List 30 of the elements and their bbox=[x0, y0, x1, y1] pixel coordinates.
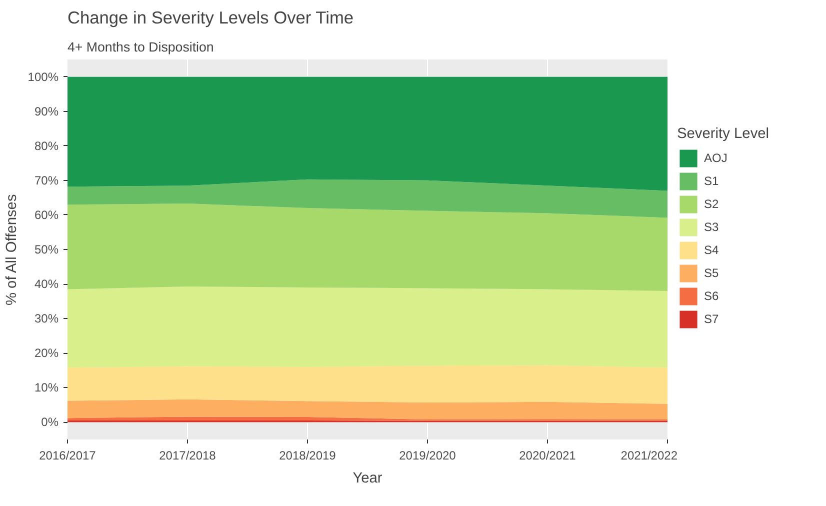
chart-title: Change in Severity Levels Over Time bbox=[68, 8, 354, 28]
y-tick-label: 40% bbox=[34, 277, 59, 292]
y-tick-label: 80% bbox=[34, 138, 59, 153]
x-tick-label: 2017/2018 bbox=[159, 448, 216, 462]
y-tick-label: 90% bbox=[34, 104, 59, 118]
chart-subtitle: 4+ Months to Disposition bbox=[68, 40, 214, 54]
y-tick-label: 0% bbox=[41, 415, 59, 430]
y-tick-label: 60% bbox=[34, 208, 59, 222]
legend-label: S1 bbox=[704, 174, 720, 188]
x-axis-title: Year bbox=[352, 470, 382, 486]
legend-title: Severity Level bbox=[677, 126, 770, 142]
legend-label: S7 bbox=[704, 312, 720, 326]
legend-label: S5 bbox=[704, 266, 720, 280]
x-tick-label: 2020/2021 bbox=[519, 448, 576, 462]
legend-label: S4 bbox=[704, 243, 720, 257]
y-tick-label: 20% bbox=[34, 346, 59, 360]
x-tick-label: 2019/2020 bbox=[399, 448, 456, 462]
legend-label: S3 bbox=[704, 220, 720, 234]
x-tick-label: 2018/2019 bbox=[279, 448, 336, 462]
x-tick-label: 2021/2022 bbox=[620, 448, 678, 462]
y-tick-label: 30% bbox=[34, 312, 59, 326]
y-tick-label: 70% bbox=[34, 173, 59, 188]
legend-label: AOJ bbox=[704, 151, 728, 165]
legend-label: S6 bbox=[704, 289, 720, 303]
y-tick-label: 10% bbox=[34, 380, 59, 395]
x-tick-label: 2016/2017 bbox=[39, 448, 96, 462]
y-axis-title: % of All Offenses bbox=[4, 194, 20, 306]
y-tick-label: 100% bbox=[28, 70, 59, 84]
y-tick-label: 50% bbox=[34, 242, 59, 256]
legend-label: S2 bbox=[704, 197, 720, 211]
